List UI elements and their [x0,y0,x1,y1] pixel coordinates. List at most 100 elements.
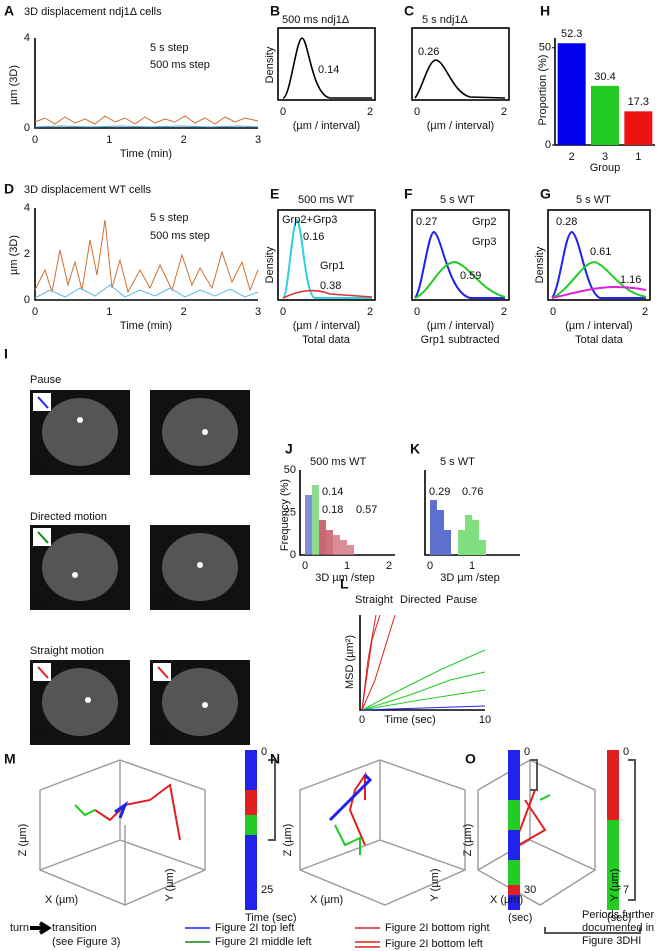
track [114,800,129,819]
x-tick-label: 0 [280,306,286,318]
arrow [37,666,49,679]
time-label: 5 s [34,729,49,741]
msd [361,614,396,711]
fit [551,260,647,299]
fit [414,59,506,99]
x-tick-label: 2 [386,560,392,572]
x-tick-label: 10 [479,714,491,726]
legend: 5 s step [150,212,189,224]
frame-b [277,27,376,101]
x-label: 3D µm /step [315,572,375,584]
colorbar [508,860,520,885]
key-text: Figure 2I bottom left [385,938,483,950]
x-tick-label: 3 [255,306,261,318]
y-tick-label: 50 [284,464,296,476]
trace [34,115,259,125]
axis-k [424,470,520,556]
colorbar-tick: 7 [623,884,629,896]
axis-d [34,208,258,301]
frame-g [547,209,651,301]
title: 5 s WT [576,194,611,206]
x-label: Time (min) [120,148,172,160]
bar [624,111,653,145]
colorbar-label: (sec) [508,912,532,924]
annotation: 0.27 [416,216,437,228]
title: 500 ms ndj1Δ [282,14,350,26]
panel-label: A [4,3,14,19]
panel-label: G [540,186,551,202]
box3d [39,759,206,906]
cell [42,398,118,466]
time-label: 5 s [34,459,49,471]
fit [282,289,373,299]
time-label: 2.5 s [154,729,178,741]
histogram-bars [305,485,486,555]
y-label: µm (3D) [8,65,20,105]
axis-label: Y (µm) [609,868,621,901]
traces [34,37,647,299]
colorbar [245,815,257,835]
frames [34,27,651,711]
annotation: Grp2 [472,216,496,228]
y-tick-label: 50 [539,42,551,54]
cell [42,533,118,601]
x-tick-label: 0 [32,306,38,318]
hist-bar [430,500,437,555]
spot [202,429,208,435]
x-tick-label: 2 [642,306,648,318]
panel-label: O [465,751,476,767]
y-label: Frequency (%) [279,479,291,551]
x-label: (µm / interval) [427,120,494,132]
footer: Grp1 subtracted [421,334,500,346]
annotation: Grp3 [472,236,496,248]
colorbar-tick: 0 [623,746,629,758]
annotation: 0.16 [303,231,324,243]
annotation: 0.14 [318,64,339,76]
bar [557,43,586,145]
y-tick-label: 0 [24,294,30,306]
x-tick-label: 0 [550,306,556,318]
track [334,824,361,855]
x-tick-label: 2 [501,106,507,118]
cell [162,668,238,736]
x-label: (µm / interval) [293,320,360,332]
x-tick-label: 2 [367,306,373,318]
hist-bar [437,510,444,555]
y-tick-label: 4 [24,202,30,214]
x-label: Time (min) [120,320,172,332]
title: 3D displacement WT cells [24,184,151,196]
x-label: Time (sec) [384,714,436,726]
y-label: Density [534,246,546,283]
x-label: (µm / interval) [427,320,494,332]
hist-bar [472,520,479,555]
x-tick-label: 2 [181,134,187,146]
bar [591,85,619,145]
colorbar [508,800,520,830]
row-label: Directed motion [30,511,107,523]
value-label: 17.3 [628,96,649,108]
annotation: 0.59 [460,270,481,282]
key-text: Figure 3DHI [582,935,641,947]
msd [361,614,381,711]
axis-label: Z (µm) [17,824,29,857]
value-label: 30.4 [594,71,615,83]
hist-bar [326,530,333,555]
title: 5 s ndj1Δ [422,14,469,26]
y-label: Density [264,46,276,83]
annotation: 0.38 [320,280,341,292]
frame-c [411,27,510,101]
x-label: (µm / interval) [565,320,632,332]
x-tick-label: 1 [106,306,112,318]
fit [414,260,506,299]
annotation: 0.76 [462,486,483,498]
x-label: Group [590,162,621,174]
y-label: Proportion (%) [537,55,549,126]
3d-plots [30,750,641,948]
annotation: 0.61 [590,246,611,258]
legend: 5 s step [150,42,189,54]
x-tick-label: 1 [469,560,475,572]
colorbar [607,820,619,910]
annotation: 1.16 [620,274,641,286]
spot [72,572,78,578]
spot [77,417,83,423]
